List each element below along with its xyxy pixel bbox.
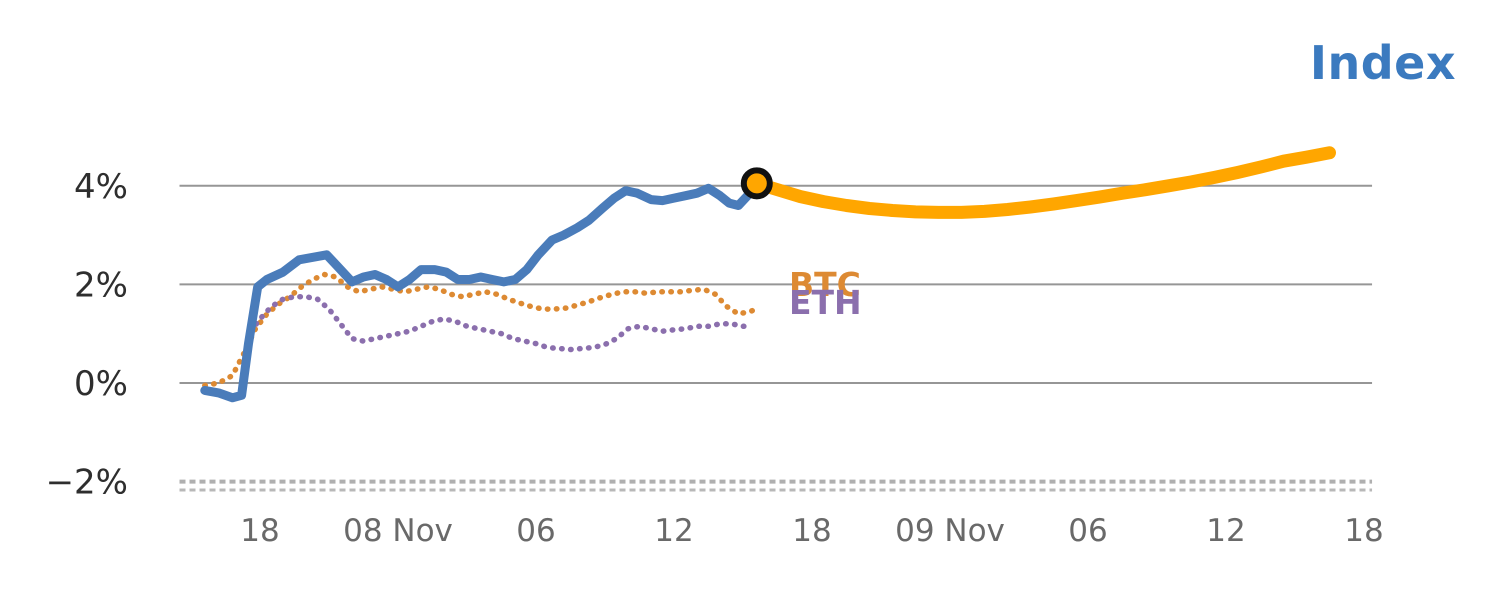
eth-series-label: ETH [789, 283, 862, 322]
x-tick-label: 08 Nov [343, 513, 453, 549]
y-tick-label: 2% [74, 265, 128, 305]
x-tick-label: 06 [516, 513, 555, 549]
y-tick-label: −2% [46, 463, 128, 503]
x-tick-label: 12 [1206, 513, 1245, 549]
btc-line [202, 271, 760, 389]
chart-title: Index [1309, 36, 1456, 90]
eth-line [248, 293, 753, 353]
x-tick-label: 12 [654, 513, 693, 549]
index-line [200, 178, 762, 403]
current-value-marker [740, 167, 773, 200]
btc-series-label: BTC [789, 265, 861, 304]
x-tick-label: 18 [1344, 513, 1383, 549]
index-forecast-line [750, 146, 1336, 219]
y-tick-label: 0% [74, 364, 128, 404]
x-tick-label: 18 [240, 513, 279, 549]
x-tick-label: 18 [792, 513, 831, 549]
x-tick-label: 06 [1068, 513, 1107, 549]
x-tick-label: 09 Nov [895, 513, 1005, 549]
y-tick-label: 4% [74, 167, 128, 207]
